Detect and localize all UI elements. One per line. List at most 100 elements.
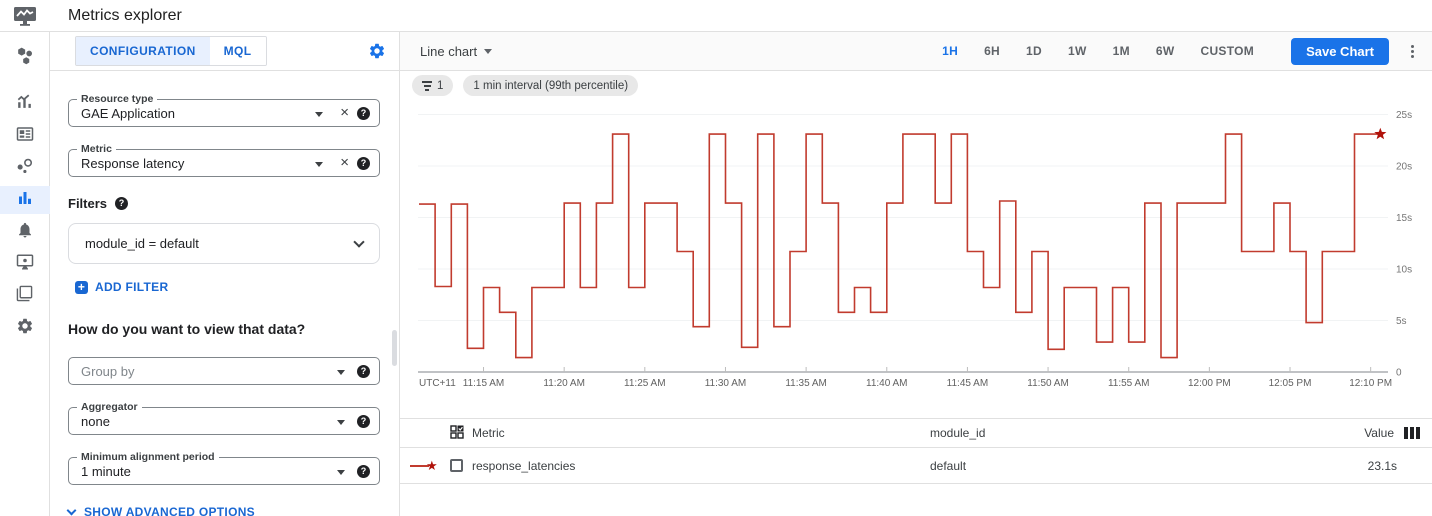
help-icon[interactable]: ? <box>357 365 370 378</box>
sidebar-item-uptime-checks[interactable] <box>0 250 50 278</box>
svg-text:11:50 AM: 11:50 AM <box>1027 378 1069 389</box>
table-row[interactable]: ★ response_latencies default 23.1s <box>400 448 1432 484</box>
save-chart-button[interactable]: Save Chart <box>1291 37 1389 65</box>
help-icon[interactable]: ? <box>357 107 370 120</box>
time-range-custom[interactable]: CUSTOM <box>1200 44 1255 58</box>
filter-count: 1 <box>437 79 444 92</box>
svg-text:5s: 5s <box>1396 316 1407 327</box>
sidebar-item-groups[interactable] <box>0 282 50 310</box>
aggregator-field[interactable]: Aggregator none ? <box>68 401 380 435</box>
column-header-value[interactable]: Value <box>1364 426 1394 440</box>
svg-text:11:45 AM: 11:45 AM <box>947 378 989 389</box>
show-advanced-options-link[interactable]: SHOW ADVANCED OPTIONS <box>66 505 379 516</box>
help-icon[interactable]: ? <box>357 465 370 478</box>
svg-text:11:55 AM: 11:55 AM <box>1108 378 1150 389</box>
svg-text:15s: 15s <box>1396 213 1412 224</box>
min-alignment-period-label: Minimum alignment period <box>77 451 219 463</box>
time-range-6h[interactable]: 6H <box>984 44 1001 58</box>
metric-table: Metric module_id Value ★ response_latenc… <box>400 418 1432 484</box>
columns-icon[interactable] <box>1404 427 1420 439</box>
configuration-panel: CONFIGURATION MQL Resource type GAE Appl… <box>50 32 400 516</box>
config-body: Resource type GAE Application × ? Metric… <box>50 71 399 516</box>
clear-icon[interactable]: × <box>340 154 349 171</box>
tab-mql[interactable]: MQL <box>209 37 266 65</box>
metric-value: Response latency <box>81 155 185 171</box>
chevron-down-icon[interactable] <box>337 370 345 375</box>
time-range-1h[interactable]: 1H <box>942 44 959 58</box>
add-filter-label: ADD FILTER <box>95 280 169 294</box>
chart-chips-row: 1 1 min interval (99th percentile) <box>412 75 639 96</box>
row-module-id: default <box>930 458 967 473</box>
sidebar-item-metrics-explorer[interactable] <box>0 186 50 214</box>
config-scrollbar[interactable] <box>392 330 397 366</box>
time-range-1w[interactable]: 1W <box>1067 44 1087 58</box>
group-by-field[interactable]: Group by ? <box>68 357 380 385</box>
chevron-down-icon[interactable] <box>337 470 345 475</box>
group-by-placeholder: Group by <box>81 363 135 379</box>
time-range-1m[interactable]: 1M <box>1112 44 1130 58</box>
tab-configuration[interactable]: CONFIGURATION <box>76 37 210 65</box>
metric-table-icon <box>450 424 464 442</box>
chevron-down-icon <box>484 48 493 54</box>
left-nav-rail <box>0 32 50 516</box>
column-header-metric[interactable]: Metric <box>472 426 505 440</box>
row-checkbox[interactable] <box>450 459 463 472</box>
more-options-icon[interactable] <box>1407 41 1418 62</box>
line-chart: 0 5s 10s 15s 20s 25s 11:15 AM 11:20 AM 11:25 AM 1… <box>418 110 1412 389</box>
chart-type-dropdown[interactable]: Line chart <box>420 44 493 59</box>
chevron-down-icon[interactable] <box>353 235 365 248</box>
services-icon <box>15 156 34 180</box>
top-header: Metrics explorer <box>0 0 1432 32</box>
sidebar-item-alerting[interactable] <box>0 218 50 246</box>
filter-chip-module-id[interactable]: module_id = default <box>68 223 380 264</box>
min-alignment-period-field[interactable]: Minimum alignment period 1 minute ? <box>68 451 380 485</box>
bell-icon <box>16 221 34 244</box>
svg-text:11:15 AM: 11:15 AM <box>463 378 505 389</box>
monitoring-logo-icon[interactable] <box>0 5 50 27</box>
filter-icon <box>422 80 432 91</box>
filters-heading-text: Filters <box>68 196 108 211</box>
svg-text:12:10 PM: 12:10 PM <box>1349 378 1392 389</box>
time-range-1d[interactable]: 1D <box>1026 44 1042 58</box>
row-metric-name: response_latencies <box>472 458 576 473</box>
sidebar-item-services[interactable] <box>0 154 50 182</box>
view-data-heading: How do you want to view that data? <box>68 321 306 337</box>
metrics-icon <box>15 92 34 116</box>
sidebar-item-metrics[interactable] <box>0 90 50 118</box>
aggregator-value: none <box>81 413 110 429</box>
column-header-module-id[interactable]: module_id <box>930 426 986 440</box>
svg-text:12:00 PM: 12:00 PM <box>1188 378 1231 389</box>
filters-heading: Filters ? <box>68 196 379 211</box>
show-advanced-options-label: SHOW ADVANCED OPTIONS <box>84 505 255 516</box>
bar-chart-icon <box>16 189 34 212</box>
sidebar-item-overview[interactable] <box>0 44 50 72</box>
dashboards-icon <box>16 125 34 148</box>
svg-text:11:40 AM: 11:40 AM <box>866 378 908 389</box>
filter-count-chip[interactable]: 1 <box>412 75 454 96</box>
time-range-controls: 1H 6H 1D 1W 1M 6W CUSTOM Save Chart <box>929 37 1418 65</box>
groups-icon <box>16 285 33 307</box>
add-icon: + <box>75 280 88 294</box>
add-filter-button[interactable]: + ADD FILTER <box>75 280 379 294</box>
clear-icon[interactable]: × <box>340 104 349 121</box>
resource-type-label: Resource type <box>77 93 158 105</box>
chevron-down-icon[interactable] <box>315 162 323 167</box>
sidebar-item-dashboards[interactable] <box>0 122 50 150</box>
help-icon[interactable]: ? <box>357 157 370 170</box>
chart-toolbar: Line chart 1H 6H 1D 1W 1M 6W CUSTOM Save… <box>400 32 1432 71</box>
resource-type-field[interactable]: Resource type GAE Application × ? <box>68 93 380 127</box>
interval-chip[interactable]: 1 min interval (99th percentile) <box>463 75 639 96</box>
help-icon[interactable]: ? <box>357 415 370 428</box>
table-header-row: Metric module_id Value <box>400 418 1432 448</box>
help-icon[interactable]: ? <box>115 197 129 210</box>
sidebar-item-settings[interactable] <box>0 314 50 342</box>
metric-field[interactable]: Metric Response latency × ? <box>68 143 380 177</box>
svg-text:11:35 AM: 11:35 AM <box>785 378 827 389</box>
svg-text:0: 0 <box>1396 368 1402 379</box>
chart-settings-gear-icon[interactable] <box>368 42 386 60</box>
chevron-down-icon[interactable] <box>315 112 323 117</box>
svg-text:UTC+11: UTC+11 <box>419 378 456 389</box>
chevron-down-icon[interactable] <box>337 420 345 425</box>
time-range-6w[interactable]: 6W <box>1155 44 1175 58</box>
